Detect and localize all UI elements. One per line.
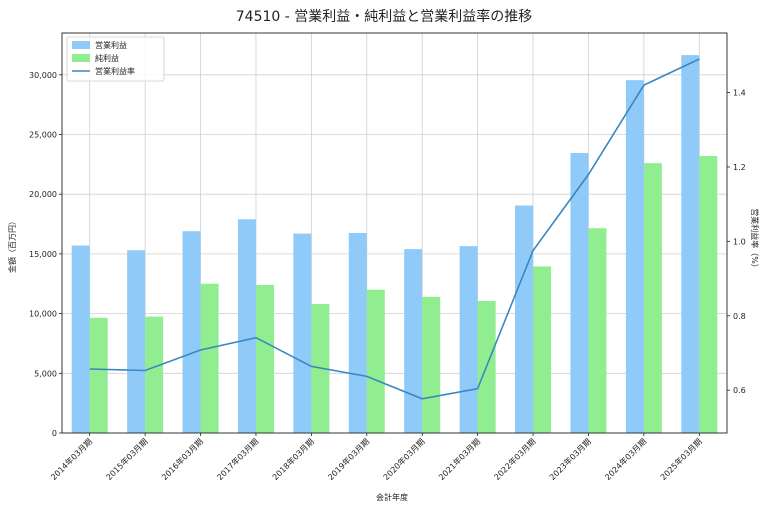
bar-operating-profit: [348, 233, 367, 433]
bar-net-profit: [255, 284, 274, 433]
bar-operating-profit: [71, 245, 90, 433]
legend-swatch: [72, 54, 90, 62]
x-tick-label: 2023年03月期: [547, 436, 593, 482]
y-tick-label: 0: [52, 429, 57, 438]
bar-operating-profit: [515, 205, 534, 433]
y2-tick-label: 0.6: [733, 386, 746, 395]
y-tick-label: 5,000: [34, 369, 57, 378]
x-tick-label: 2016年03月期: [159, 436, 205, 482]
bar-net-profit: [366, 289, 385, 433]
y2-tick-label: 0.8: [733, 312, 746, 321]
y-tick-label: 25,000: [29, 130, 57, 139]
chart-title: 74510 - 営業利益・純利益と営業利益率の推移: [236, 8, 533, 25]
bar-net-profit: [145, 316, 164, 433]
x-tick-label: 2022年03月期: [492, 436, 538, 482]
bar-operating-profit: [681, 55, 700, 434]
x-tick-label: 2021年03月期: [436, 436, 482, 482]
bar-net-profit: [422, 296, 441, 433]
bar-net-profit: [533, 266, 552, 433]
bar-net-profit: [699, 155, 718, 433]
plot-frame: [61, 32, 728, 434]
y2-tick-label: 1.0: [733, 237, 746, 246]
bar-operating-profit: [459, 246, 478, 433]
bar-net-profit: [588, 228, 607, 433]
x-tick-label: 2015年03月期: [104, 436, 150, 482]
legend-label: 営業利益: [95, 40, 127, 50]
bar-net-profit: [89, 317, 108, 433]
x-tick-label: 2019年03月期: [326, 436, 372, 482]
bar-operating-profit: [127, 250, 146, 433]
y-tick-label: 30,000: [29, 71, 57, 80]
legend-label: 純利益: [95, 53, 119, 63]
bar-operating-profit: [570, 153, 589, 433]
x-tick-label: 2014年03月期: [48, 436, 94, 482]
bar-operating-profit: [237, 219, 256, 433]
x-tick-label: 2017年03月期: [215, 436, 261, 482]
y-tick-label: 15,000: [29, 250, 57, 259]
y-axis-label: 金額（百万円）: [7, 217, 17, 273]
line-operating-margin: [89, 58, 700, 400]
bars: [71, 55, 718, 434]
bar-net-profit: [643, 163, 662, 434]
bar-operating-profit: [182, 231, 201, 433]
y-tick-label: 10,000: [29, 310, 57, 319]
x-tick-label: 2020年03月期: [381, 436, 427, 482]
x-tick-label: 2024年03月期: [603, 436, 649, 482]
x-tick-label: 2018年03月期: [270, 436, 316, 482]
bar-operating-profit: [625, 80, 644, 433]
bar-operating-profit: [404, 249, 423, 433]
y-tick-label: 20,000: [29, 190, 57, 199]
bar-operating-profit: [293, 233, 312, 433]
legend-swatch: [72, 41, 90, 49]
bar-net-profit: [200, 283, 219, 433]
y2-axis-label: 営業利益率（%）: [750, 208, 760, 272]
y2-tick-label: 1.4: [733, 89, 746, 98]
ratio-line: [89, 58, 700, 400]
legend-label: 営業利益率: [95, 66, 135, 76]
y2-tick-label: 1.2: [733, 163, 746, 172]
x-axis-label: 会計年度: [376, 492, 408, 502]
x-tick-label: 2025年03月期: [658, 436, 704, 482]
legend-box: [66, 36, 165, 82]
